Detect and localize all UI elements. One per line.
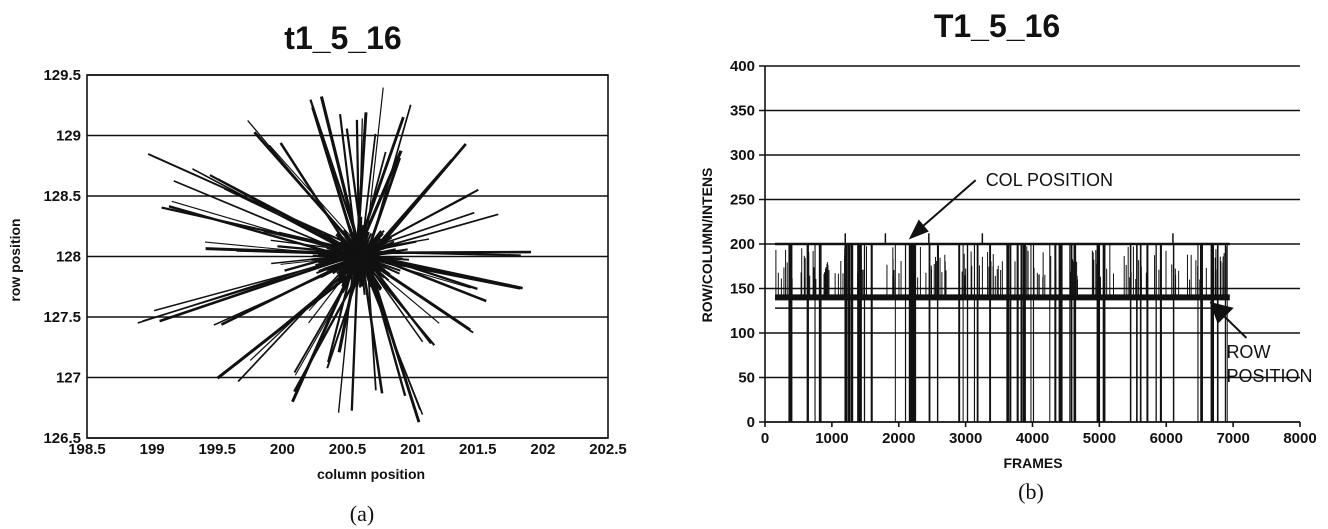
chart-b-x-tick: 1000 xyxy=(815,430,848,447)
chart-a-x-tick: 200.5 xyxy=(329,441,367,458)
chart-b-title: T1_5_16 xyxy=(934,8,1060,44)
chart-a-x-tick: 201 xyxy=(400,441,425,458)
col-position-arrow xyxy=(916,179,977,233)
chart-a-x-tick: 200 xyxy=(270,441,295,458)
chart-a-trace xyxy=(338,113,359,256)
chart-a-trace xyxy=(137,253,354,324)
row-position-annotation-line1: ROW xyxy=(1226,342,1270,362)
chart-a-x-tick: 198.5 xyxy=(68,441,106,458)
chart-a-y-tick: 128 xyxy=(56,249,81,266)
chart-a: t1_5_16 126.5 127 127.5 128 128.5 129 129.5 19… xyxy=(7,20,627,526)
chart-a-ylabel: row position xyxy=(7,218,23,301)
chart-b: T1_5_16 0 50 100 150 200 250 300 350 400 0 1000 20… xyxy=(699,8,1317,504)
row-position-arrowhead xyxy=(1209,301,1234,324)
chart-b-x-tick: 3000 xyxy=(949,430,982,447)
chart-a-x-tick: 199 xyxy=(140,441,165,458)
chart-a-x-tick: 202.5 xyxy=(589,441,627,458)
chart-b-y-tick: 350 xyxy=(730,103,755,120)
chart-b-xlabel: FRAMES xyxy=(1003,455,1062,471)
chart-b-x-tick: 0 xyxy=(761,430,769,447)
chart-a-trace xyxy=(318,253,384,259)
chart-a-trace xyxy=(344,236,369,267)
chart-b-y-tick: 150 xyxy=(730,281,755,298)
chart-b-y-tick: 300 xyxy=(730,147,755,164)
chart-a-xlabel: column position xyxy=(317,466,425,482)
chart-a-trace xyxy=(337,255,355,413)
chart-b-y-tick: 100 xyxy=(730,325,755,342)
chart-a-title: t1_5_16 xyxy=(284,20,401,56)
chart-a-trace xyxy=(159,253,357,323)
chart-a-y-tick: 129 xyxy=(56,128,81,145)
chart-a-y-tick: 128.5 xyxy=(43,188,81,205)
chart-a-y-tick: 127 xyxy=(56,370,81,387)
chart-a-trace xyxy=(356,243,363,282)
chart-b-x-tick: 7000 xyxy=(1216,430,1249,447)
chart-b-y-tick: 400 xyxy=(730,58,755,75)
chart-a-y-tick: 126.5 xyxy=(43,430,81,447)
chart-a-x-tick: 201.5 xyxy=(459,441,497,458)
chart-b-x-tick: 6000 xyxy=(1150,430,1183,447)
row-position-annotation-line2: POSITION xyxy=(1226,366,1312,386)
chart-a-trace xyxy=(268,144,366,253)
col-position-arrowhead xyxy=(908,219,929,240)
chart-b-ylabel: ROW/COLUMN/INTENS xyxy=(699,168,715,323)
chart-a-x-tick: 202 xyxy=(530,441,555,458)
chart-a-trace xyxy=(323,233,377,267)
chart-a-trace xyxy=(341,239,370,294)
chart-b-y-tick: 200 xyxy=(730,236,755,253)
chart-b-x-tick: 5000 xyxy=(1083,430,1116,447)
chart-b-y-tick: 0 xyxy=(747,414,755,431)
chart-a-y-tick: 127.5 xyxy=(43,309,81,326)
chart-a-trace xyxy=(341,239,373,285)
chart-a-trace xyxy=(237,250,362,383)
chart-a-y-tick: 129.5 xyxy=(43,67,81,84)
chart-b-x-tick: 8000 xyxy=(1283,430,1316,447)
chart-b-y-tick: 250 xyxy=(730,192,755,209)
chart-a-x-tick: 199.5 xyxy=(198,441,236,458)
chart-a-trace xyxy=(360,259,384,394)
chart-b-x-tick: 4000 xyxy=(1016,430,1049,447)
chart-b-y-tick: 50 xyxy=(738,370,755,387)
chart-a-trace xyxy=(360,254,378,258)
col-position-annotation: COL POSITION xyxy=(986,170,1113,190)
chart-b-caption: (b) xyxy=(1018,479,1044,504)
chart-a-caption: (a) xyxy=(350,501,374,526)
chart-b-x-tick: 2000 xyxy=(882,430,915,447)
chart-a-trace xyxy=(346,244,386,279)
